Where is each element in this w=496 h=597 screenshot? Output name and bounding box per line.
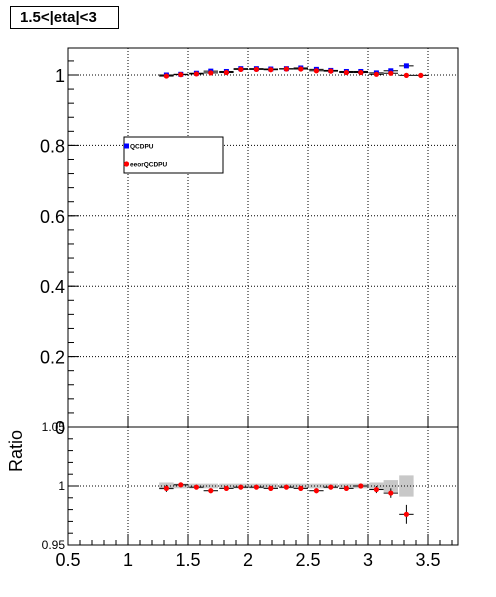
y-tick-label: 1 (55, 66, 65, 86)
x-tick-label: 1.5 (175, 550, 200, 570)
uncertainty-band (203, 483, 218, 489)
legend-marker (124, 143, 129, 149)
ratio-point (373, 486, 379, 493)
data-point-eeorQCDPU (208, 70, 214, 76)
data-point-QCDPU (403, 63, 409, 69)
ratio-point (358, 483, 364, 489)
y-tick-label: 1.05 (42, 420, 66, 434)
uncertainty-band (399, 475, 414, 497)
y-tick-label: 0.6 (40, 207, 65, 227)
data-point-eeorQCDPU (178, 72, 184, 78)
legend-label: eeorQCDPU (130, 162, 168, 169)
ratio-point (328, 484, 334, 490)
x-tick-label: 3.5 (415, 550, 440, 570)
legend-marker (123, 161, 130, 167)
data-point-eeorQCDPU (388, 70, 394, 76)
x-tick-label: 3 (363, 550, 373, 570)
top-frame (67, 47, 459, 428)
x-tick-label: 0.5 (55, 550, 80, 570)
data-point-eeorQCDPU (238, 66, 244, 72)
data-point-eeorQCDPU (253, 66, 259, 72)
data-point-eeorQCDPU (298, 66, 304, 72)
ratio-point (163, 485, 169, 491)
legend: QCDPU eeorQCDPU (123, 136, 224, 174)
ratio-y-axis-label: Ratio (6, 430, 26, 472)
y-tick-label: 0 (55, 418, 65, 438)
data-point-eeorQCDPU (313, 68, 319, 74)
ratio-point (193, 484, 199, 490)
ratio-point (403, 511, 409, 517)
ratio-point (313, 488, 319, 494)
y-tick-label: 1 (58, 479, 65, 493)
x-tick-label: 2.5 (295, 550, 320, 570)
data-point-eeorQCDPU (358, 69, 364, 76)
x-tick-label: 2 (243, 550, 253, 570)
ratio-point (298, 485, 304, 491)
data-point-eeorQCDPU (418, 72, 424, 78)
data-point-eeorQCDPU (343, 69, 349, 76)
legend-box (123, 136, 224, 174)
uncertainty-band (383, 480, 398, 492)
x-tick-label: 1 (123, 550, 133, 570)
y-tick-label: 0.2 (40, 348, 65, 368)
ratio-point (238, 484, 244, 490)
ratio-point (178, 482, 184, 488)
data-point-eeorQCDPU (268, 67, 274, 73)
ratio-point (268, 485, 274, 491)
legend-label: QCDPU (130, 144, 154, 151)
ratio-point (388, 490, 394, 496)
y-tick-label: 0.4 (40, 277, 65, 297)
ratio-panel: 0.95 1 1.05 0.5 1 1.5 2 2.5 3 3.5 (42, 420, 459, 570)
data-point-eeorQCDPU (223, 69, 229, 76)
data-point-eeorQCDPU (163, 73, 169, 79)
data-point-eeorQCDPU (328, 68, 334, 74)
ratio-point (208, 488, 214, 494)
data-point-eeorQCDPU (193, 71, 199, 77)
data-point-eeorQCDPU (283, 66, 289, 72)
plot-title: 1.5<|eta|<3 (10, 6, 119, 29)
ratio-point (253, 484, 259, 490)
ratio-point (223, 485, 229, 491)
ratio-point (343, 485, 349, 491)
top-panel: 0 0.2 0.4 0.6 0.8 1 QCDPU eeorQCDPU (40, 47, 459, 438)
uncertainty-band (309, 483, 324, 489)
y-tick-label: 0.8 (40, 136, 65, 156)
y-tick-label: 0.95 (42, 538, 66, 552)
data-point-eeorQCDPU (373, 71, 379, 77)
ratio-point (283, 484, 289, 490)
data-point-eeorQCDPU (403, 72, 409, 78)
